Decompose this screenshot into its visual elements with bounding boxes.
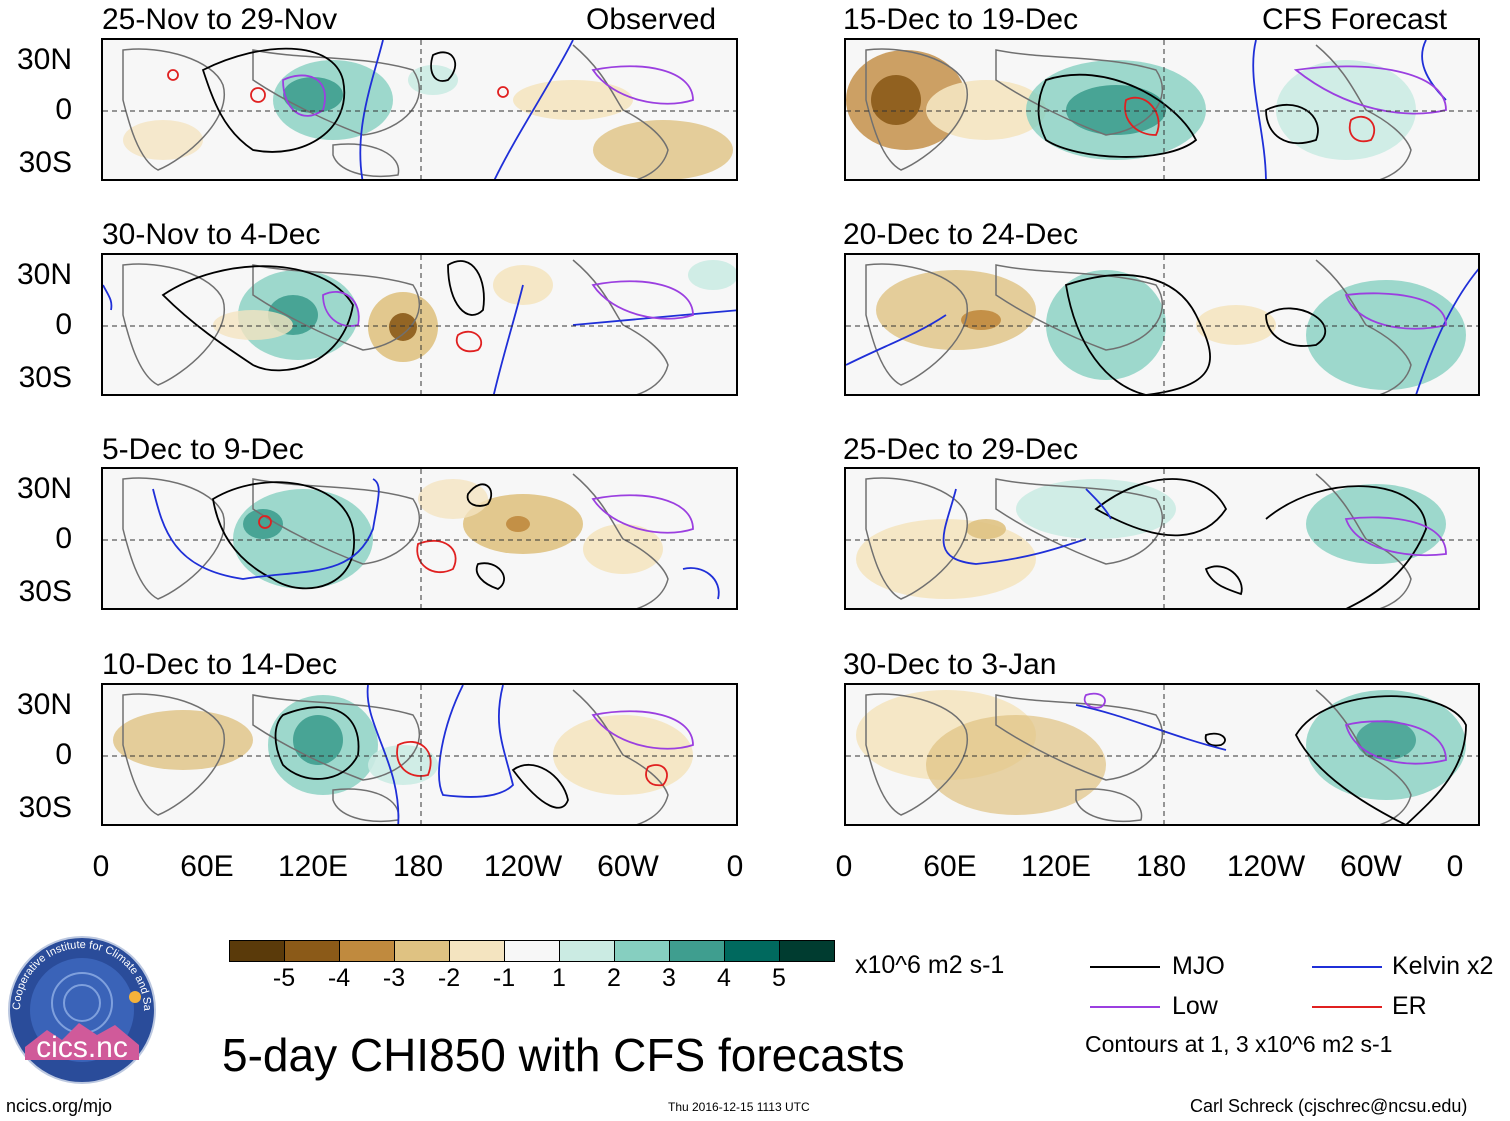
footer-credit: Carl Schreck (cjschrec@ncsu.edu) xyxy=(1190,1096,1468,1116)
map-panel xyxy=(844,38,1480,181)
lon-label: 60E xyxy=(180,850,234,883)
colorbar-swatch xyxy=(504,940,560,962)
lat-label: 0 xyxy=(55,738,72,771)
forecast-header: CFS Forecast xyxy=(1262,3,1448,36)
logo-text: cics.nc xyxy=(36,1031,128,1064)
colorbar-tick-label: 3 xyxy=(662,964,676,992)
lon-label: 120E xyxy=(1020,850,1092,883)
colorbar-swatch xyxy=(394,940,450,962)
legend-label-er: ER xyxy=(1392,992,1427,1020)
colorbar-swatch xyxy=(779,940,835,962)
lon-label: 60W xyxy=(597,850,659,883)
colorbar-tick-label: -4 xyxy=(327,964,351,992)
map-panel xyxy=(101,683,738,826)
lon-label: 180 xyxy=(392,850,444,883)
main-title: 5-day CHI850 with CFS forecasts xyxy=(222,1029,905,1081)
map-panel xyxy=(844,467,1480,610)
observed-header: Observed xyxy=(586,3,717,36)
legend-line-low xyxy=(1090,1006,1160,1008)
lat-label: 30S xyxy=(18,791,72,824)
lon-label: 120W xyxy=(1226,850,1306,883)
lon-label: 120W xyxy=(483,850,563,883)
lon-label: 120E xyxy=(277,850,349,883)
colorbar-swatch xyxy=(339,940,395,962)
lon-label: 60W xyxy=(1340,850,1402,883)
legend-line-mjo xyxy=(1090,966,1160,968)
panel-title: 10-Dec to 14-Dec xyxy=(102,648,338,681)
lat-label: 30S xyxy=(18,146,72,179)
colorbar-swatch xyxy=(669,940,725,962)
colorbar-units: x10^6 m2 s-1 xyxy=(855,951,1005,979)
panel-title: 15-Dec to 19-Dec xyxy=(843,3,1079,36)
colorbar-tick-label: 1 xyxy=(552,964,566,992)
lon-label: 180 xyxy=(1135,850,1187,883)
lat-label: 0 xyxy=(55,93,72,126)
map-panel xyxy=(844,253,1480,396)
cics-logo: Cooperative Institute for Climate and Sa… xyxy=(4,926,157,1085)
panel-title: 20-Dec to 24-Dec xyxy=(843,218,1079,251)
colorbar-swatch xyxy=(614,940,670,962)
lat-label: 0 xyxy=(55,308,72,341)
panel-title: 30-Dec to 3-Jan xyxy=(843,648,1057,681)
lat-label: 30N xyxy=(16,472,72,505)
map-panel xyxy=(101,253,738,396)
lat-label: 0 xyxy=(55,522,72,555)
lat-label: 30S xyxy=(18,575,72,608)
lon-label: 60E xyxy=(923,850,977,883)
colorbar-tick-label: 2 xyxy=(607,964,621,992)
colorbar-swatch xyxy=(449,940,505,962)
footer-url: ncics.org/mjo xyxy=(6,1096,113,1116)
panel-title: 5-Dec to 9-Dec xyxy=(102,433,304,466)
colorbar-tick-label: -5 xyxy=(272,964,296,992)
lat-label: 30N xyxy=(16,258,72,291)
map-panel xyxy=(101,38,738,181)
panel-title: 25-Nov to 29-Nov xyxy=(102,3,338,36)
colorbar-tick-label: 4 xyxy=(717,964,731,992)
lon-label: 0 xyxy=(726,850,744,883)
colorbar-swatch xyxy=(724,940,780,962)
legend-label-kelvin: Kelvin x2 xyxy=(1392,952,1494,980)
legend-label-mjo: MJO xyxy=(1172,952,1225,980)
colorbar-tick-label: -1 xyxy=(492,964,516,992)
colorbar-tick-label: -3 xyxy=(382,964,406,992)
colorbar-tick-label: 5 xyxy=(772,964,786,992)
legend-label-low: Low xyxy=(1172,992,1218,1020)
colorbar-tick-label: -2 xyxy=(437,964,461,992)
panel-title: 30-Nov to 4-Dec xyxy=(102,218,321,251)
legend-line-er xyxy=(1312,1006,1382,1008)
legend-line-kelvin xyxy=(1312,966,1382,968)
lon-label: 0 xyxy=(1446,850,1464,883)
map-panel xyxy=(844,683,1480,826)
panel-title: 25-Dec to 29-Dec xyxy=(843,433,1079,466)
colorbar-swatch xyxy=(284,940,340,962)
lat-label: 30N xyxy=(16,688,72,721)
colorbar-swatch xyxy=(229,940,285,962)
lon-label: 0 xyxy=(835,850,853,883)
map-panel xyxy=(101,467,738,610)
lat-label: 30S xyxy=(18,361,72,394)
colorbar-swatch xyxy=(559,940,615,962)
footer-timestamp: Thu 2016-12-15 1113 UTC xyxy=(668,1100,810,1114)
lat-label: 30N xyxy=(16,43,72,76)
contour-note: Contours at 1, 3 x10^6 m2 s-1 xyxy=(1085,1031,1393,1057)
colorbar xyxy=(229,940,835,962)
colorbar-labels: -5 -4 -3 -2 -1 1 2 3 4 5 xyxy=(229,966,834,994)
lon-label: 0 xyxy=(92,850,110,883)
